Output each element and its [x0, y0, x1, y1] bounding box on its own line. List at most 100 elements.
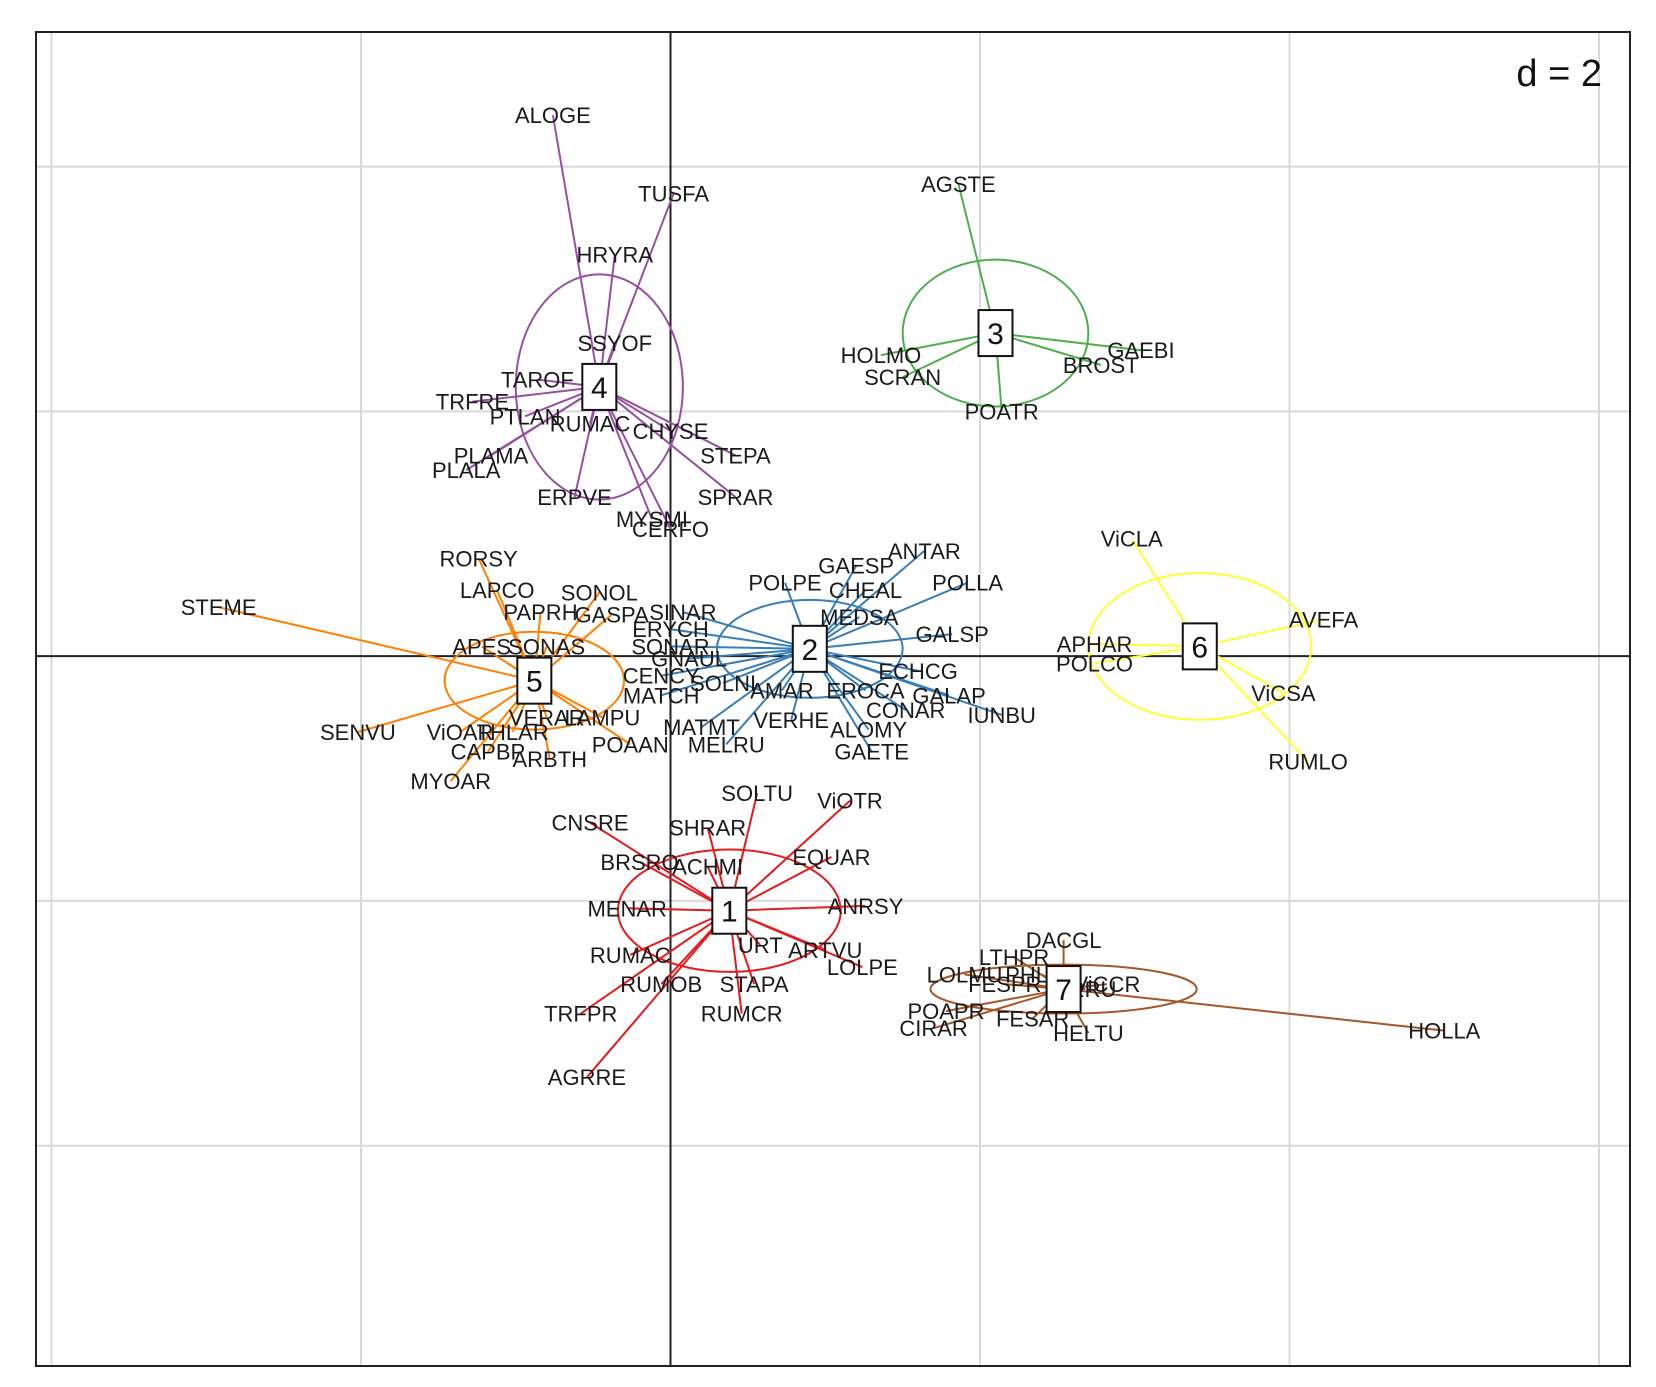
point-label-senvu: SENVU [320, 720, 396, 745]
group-center-label-4: 4 [591, 372, 608, 405]
link-2-sinar [682, 611, 811, 650]
link-2-match [660, 647, 811, 697]
point-label-agrre: AGRRE [548, 1065, 626, 1090]
group-ellipses [443, 258, 1313, 1015]
point-label-trfre: TRFRE [436, 390, 509, 415]
point-label-mysmi: MYSMI [616, 507, 688, 532]
point-label-trfpr: TRFPR [544, 1002, 617, 1027]
group-center-box-5 [516, 656, 553, 705]
point-label-poaan: POAAN [592, 732, 669, 757]
point-label-alomy: ALOMY [830, 718, 907, 743]
ellipse-group-5 [443, 630, 626, 731]
point-label-myoar: MYOAR [410, 769, 491, 794]
point-label-erych: ERYCH [632, 617, 709, 642]
point-label-polla: POLLA [932, 571, 1003, 596]
group-center-box-3 [977, 309, 1014, 358]
group-center-box-2 [791, 624, 828, 673]
grid-lines [36, 32, 1630, 1366]
link-2-antar [809, 550, 925, 650]
ellipse-group-3 [901, 258, 1090, 408]
point-label-cerfo: CERFO [632, 517, 709, 542]
point-label-sonas: SONAS [508, 634, 585, 659]
point-label-polco: POLCO [1056, 652, 1133, 677]
point-label-avefa: AVEFA [1289, 607, 1359, 632]
point-label-shrar: SHRAR [669, 816, 746, 841]
link-4-tusfa [598, 193, 675, 388]
ellipse-group-4 [514, 273, 684, 501]
point-label-echcg: ECHCG [878, 659, 957, 684]
link-1-lolpe [728, 909, 863, 968]
link-7-poapr [945, 988, 1064, 1013]
point-label-sonol: SONOL [561, 581, 638, 606]
point-label-holmo: HOLMO [841, 343, 922, 368]
point-label-conar: CONAR [866, 698, 945, 723]
group-center-box-6 [1181, 622, 1218, 671]
point-label-viccr: ViCCR [1074, 972, 1141, 997]
point-label-plala: PLALA [432, 458, 501, 483]
link-1-trfpr [580, 909, 730, 1015]
point-label-lampu: LAMPU [565, 705, 641, 730]
point-label-eroca: EROCA [826, 678, 905, 703]
point-label-rorsy: RORSY [439, 546, 518, 571]
point-label-hryra: HRYRA [576, 243, 653, 268]
point-label-scran: SCRAN [864, 365, 941, 390]
point-label-agste: AGSTE [921, 172, 996, 197]
link-3-holmo [880, 332, 996, 357]
point-label-gaete: GAETE [834, 740, 909, 765]
point-label-fespr: FESPR [968, 972, 1041, 997]
group-center-box-7 [1045, 965, 1082, 1014]
point-label-anrsy: ANRSY [828, 894, 904, 919]
point-label-rumob: RUMOB [620, 972, 702, 997]
point-label-polpe: POLPE [748, 571, 821, 596]
point-label-galap: GALAP [912, 683, 985, 708]
link-7-holla [1063, 988, 1445, 1032]
point-label-viotr: ViOTR [817, 789, 883, 814]
point-label-arbth: ARBTH [513, 747, 588, 772]
group-center-label-2: 2 [801, 634, 818, 667]
point-label-stapa: STAPA [720, 972, 789, 997]
point-label-cirar: CIRAR [899, 1016, 967, 1041]
point-label-cency: CENCY [623, 664, 700, 689]
point-label-verar: VERAR [509, 705, 585, 730]
point-label-amar: AMAR [750, 678, 814, 703]
group-center-label-6: 6 [1191, 631, 1208, 664]
point-label-poatr: POATR [965, 399, 1039, 424]
point-label-lapco: LAPCO [460, 578, 535, 603]
link-5-senvu [357, 679, 535, 734]
ellipse-group-2 [715, 598, 904, 699]
point-label-heltu: HELTU [1053, 1021, 1124, 1046]
point-label-matmt: MATMT [663, 715, 740, 740]
link-2-galsp [809, 633, 953, 650]
point-label-thlar: THLAR [477, 720, 549, 745]
link-4-stepa [598, 386, 736, 457]
point-label-sinar: SINAR [649, 600, 716, 625]
point-label-tarof: TAROF [501, 368, 574, 393]
point-label-sprar: SPRAR [698, 485, 774, 510]
point-label-apes: APES [452, 634, 511, 659]
point-label-cheal: CHEAL [829, 578, 902, 603]
point-label-medsa: MEDSA [820, 605, 899, 630]
group-center-label-1: 1 [721, 896, 738, 929]
link-1-anrsy [729, 904, 866, 912]
point-label-tusfa: TUSFA [638, 182, 709, 207]
point-label-achmi: ACHMI [672, 855, 743, 880]
point-label-erpve: ERPVE [537, 485, 612, 510]
point-label-gaesp: GAESP [818, 554, 894, 579]
point-label-brost: BROST [1063, 353, 1139, 378]
point-label-artvu: ARTVU [788, 938, 862, 963]
ellipse-group-6 [1087, 571, 1313, 721]
point-label-rumac: RUMAC [550, 412, 631, 437]
point-label-vioar: ViOAR [427, 720, 494, 745]
point-label-aphar: APHAR [1057, 632, 1133, 657]
point-label-gnaul: GNAUL [651, 647, 727, 672]
point-label-rumcr: RUMCR [701, 1002, 783, 1027]
point-label-lolmu: LOLMU [927, 962, 1003, 987]
point-label-sonar: SONAR [631, 634, 709, 659]
point-label-stepa: STEPA [700, 443, 771, 468]
link-3-gaebi [995, 332, 1142, 352]
point-label-capbp: CAPBP [451, 740, 526, 765]
grid-size-label: d = 2 [1516, 53, 1602, 95]
link-2-polla [809, 581, 969, 650]
point-label-lolpe: LOLPE [827, 955, 898, 980]
